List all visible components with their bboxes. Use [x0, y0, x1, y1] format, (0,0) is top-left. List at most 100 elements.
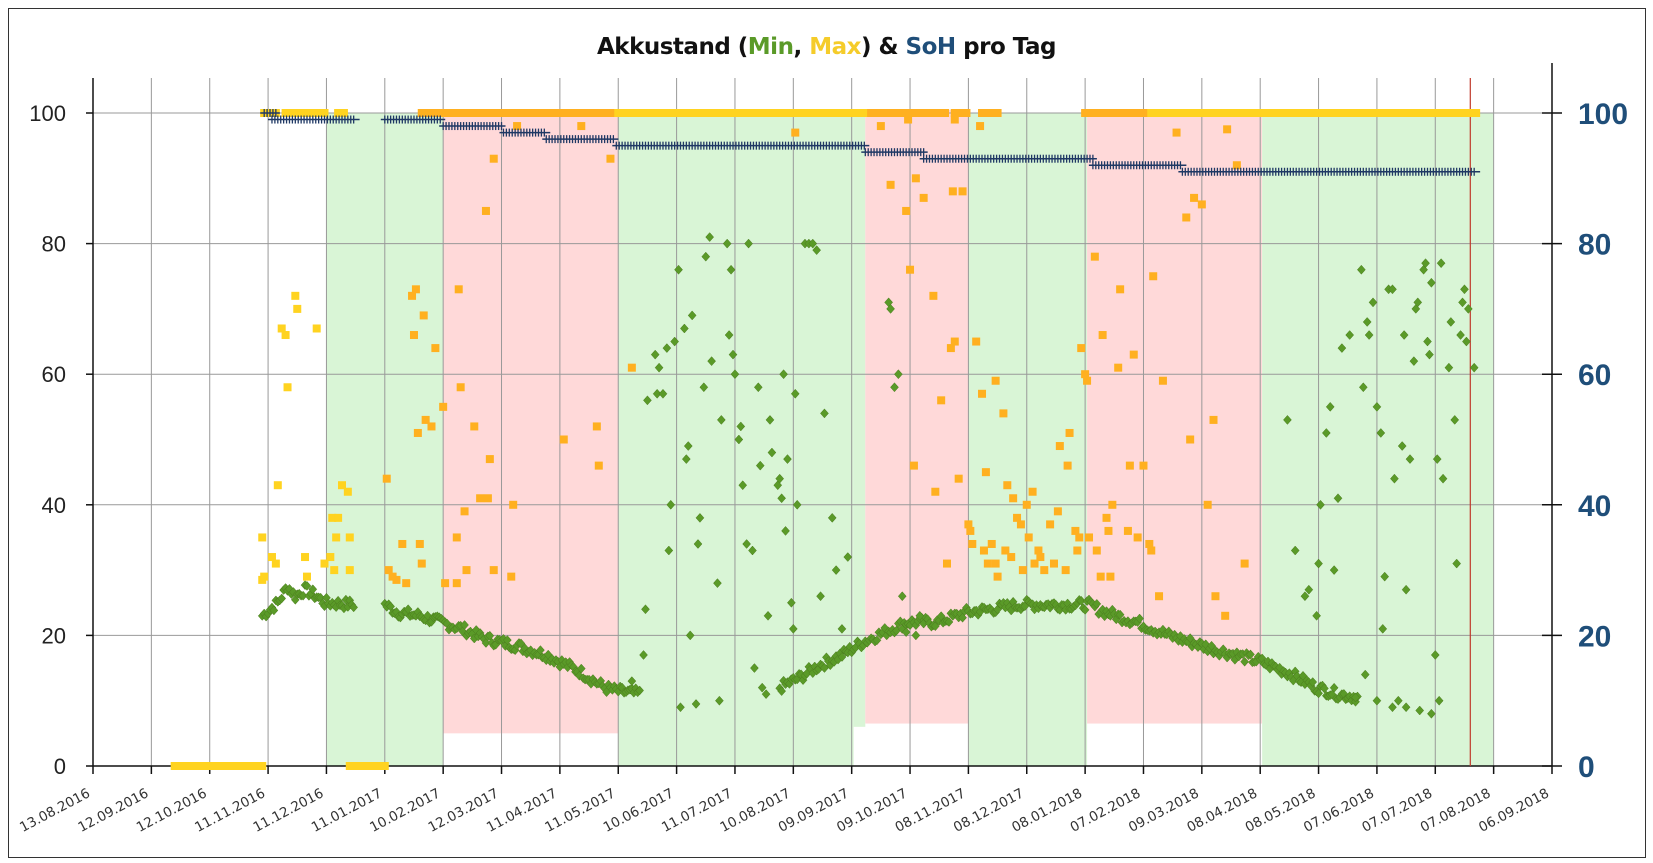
max-point [1149, 272, 1158, 281]
min-point [652, 388, 662, 399]
max-point [876, 122, 885, 131]
max-point [260, 572, 269, 581]
min-point [349, 602, 359, 613]
max-point [332, 533, 341, 542]
max-point [489, 566, 498, 575]
title-soh: SoH [905, 34, 957, 60]
title-suffix: pro Tag [955, 34, 1057, 60]
green-season-band [968, 113, 1088, 766]
max-run [1081, 109, 1097, 117]
min-point [748, 545, 757, 556]
min-point [1423, 336, 1432, 347]
max-point [948, 187, 957, 196]
max-point [979, 546, 988, 555]
max-point [1186, 435, 1195, 444]
min-point [1421, 258, 1430, 269]
min-point [1452, 558, 1462, 569]
min-point [722, 238, 732, 249]
min-point [1464, 304, 1473, 314]
min-point [1304, 584, 1314, 595]
max-point [345, 566, 354, 575]
max-point [481, 206, 490, 215]
max-point [291, 291, 300, 300]
min-point [1409, 356, 1419, 367]
left-y-tick-label: 20 [42, 623, 66, 648]
max-run [614, 109, 870, 117]
max-point [398, 539, 407, 548]
max-series [170, 109, 1481, 770]
min-point [1358, 382, 1368, 393]
max-point [409, 331, 418, 340]
max-point [382, 474, 391, 483]
min-point [808, 238, 818, 249]
max-point [1211, 592, 1220, 601]
min-point [843, 552, 853, 562]
max-point [1003, 481, 1012, 490]
min-point [641, 604, 650, 615]
min-point [787, 597, 796, 608]
min-point [717, 415, 726, 425]
max-point [1073, 546, 1082, 555]
min-point [1430, 650, 1440, 660]
title-min: Min [747, 34, 794, 60]
max-point [1125, 461, 1134, 470]
min-point [1329, 565, 1339, 575]
max-point [273, 481, 282, 490]
max-point [981, 468, 990, 477]
max-point [983, 559, 992, 568]
max-point [1221, 611, 1230, 620]
min-point [1372, 695, 1382, 706]
max-point [1102, 513, 1111, 522]
min-point [699, 382, 709, 393]
max-point [1009, 494, 1018, 503]
max-point [267, 553, 276, 562]
min-point [812, 245, 821, 256]
min-point [1300, 591, 1310, 602]
max-run [345, 762, 389, 770]
max-point [594, 461, 603, 470]
min-point [1314, 688, 1323, 699]
max-point [954, 474, 963, 483]
max-point [987, 539, 996, 548]
max-point [1133, 533, 1142, 542]
max-run [1147, 109, 1481, 117]
min-point [1419, 264, 1428, 275]
max-point [559, 435, 568, 444]
min-point [944, 617, 954, 627]
max-point [904, 115, 913, 124]
min-point [536, 645, 545, 655]
max-point [1077, 344, 1086, 353]
min-point [894, 369, 903, 380]
min-point [831, 565, 841, 575]
max-point [577, 122, 586, 131]
min-point [639, 650, 648, 660]
min-point [705, 232, 715, 242]
min-point [308, 584, 318, 595]
max-point [950, 115, 959, 124]
min-point [763, 610, 773, 621]
min-point [1322, 428, 1331, 438]
right-y-tick-label: 60 [1578, 359, 1611, 392]
min-point [724, 330, 734, 340]
min-point [1390, 473, 1399, 484]
min-point [890, 382, 899, 393]
min-point [650, 349, 660, 360]
min-point [880, 623, 890, 633]
max-point [1055, 442, 1064, 451]
min-point [783, 454, 792, 464]
max-point [1061, 566, 1070, 575]
max-point [1081, 370, 1090, 379]
max-point [937, 396, 946, 405]
min-point [1376, 428, 1386, 438]
max-point [991, 376, 1000, 385]
min-point [788, 623, 798, 634]
min-point [277, 593, 287, 604]
red-season-band [443, 109, 619, 734]
max-point [958, 187, 967, 196]
min-point [503, 635, 512, 645]
title-prefix: Akkustand ( [596, 34, 748, 60]
min-point [1333, 493, 1343, 504]
max-point [320, 559, 329, 568]
max-run [950, 109, 971, 117]
min-point [1325, 401, 1335, 412]
